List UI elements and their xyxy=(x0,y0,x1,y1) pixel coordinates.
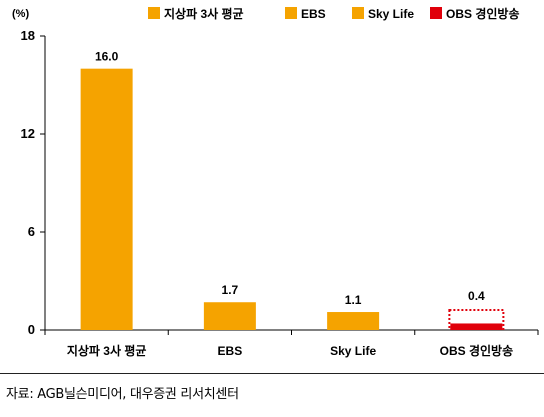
legend-swatch xyxy=(148,7,160,19)
legend-label: EBS xyxy=(301,7,326,21)
bar-value-label: 1.7 xyxy=(222,283,239,297)
legend-swatch xyxy=(352,7,364,19)
bar-highlight-outline xyxy=(448,309,505,330)
bar xyxy=(450,323,503,330)
bar-value-label: 1.1 xyxy=(345,293,362,307)
legend-label: 지상파 3사 평균 xyxy=(164,6,244,21)
bar-value-label: 0.4 xyxy=(468,289,485,303)
x-category-label: OBS 경인방송 xyxy=(440,343,514,358)
legend-label: OBS 경인방송 xyxy=(446,6,520,21)
bar xyxy=(203,302,256,330)
x-category-label: 지상파 3사 평균 xyxy=(67,343,147,358)
legend-swatch xyxy=(430,7,442,19)
legend: 지상파 3사 평균 EBS Sky Life OBS 경인방송 xyxy=(148,6,520,21)
y-tick-label: 0 xyxy=(28,322,35,337)
bar-value-label: 16.0 xyxy=(95,50,119,64)
legend-label: Sky Life xyxy=(368,7,414,21)
y-tick-label: 12 xyxy=(21,126,35,141)
y-axis-unit: (%) xyxy=(12,8,29,20)
bar xyxy=(327,312,380,330)
x-axis: 지상파 3사 평균 EBS Sky Life OBS 경인방송 xyxy=(44,329,539,358)
y-tick-label: 6 xyxy=(28,224,35,239)
bars: 16.0 1.7 1.1 0.4 xyxy=(80,50,505,331)
legend-swatch xyxy=(285,7,297,19)
bar-chart: 지상파 3사 평균 EBS Sky Life OBS 경인방송 (%) 061218 … xyxy=(12,6,539,358)
y-axis: 0 6 12 18 xyxy=(21,28,46,337)
x-category-label: EBS xyxy=(218,344,243,358)
source-note: 자료: AGB닐슨미디어, 대우증권 리서치센터 xyxy=(6,387,239,402)
y-tick-label: 18 xyxy=(21,28,35,43)
source-divider xyxy=(0,373,544,374)
bar xyxy=(80,68,133,331)
x-category-label: Sky Life xyxy=(330,344,376,358)
